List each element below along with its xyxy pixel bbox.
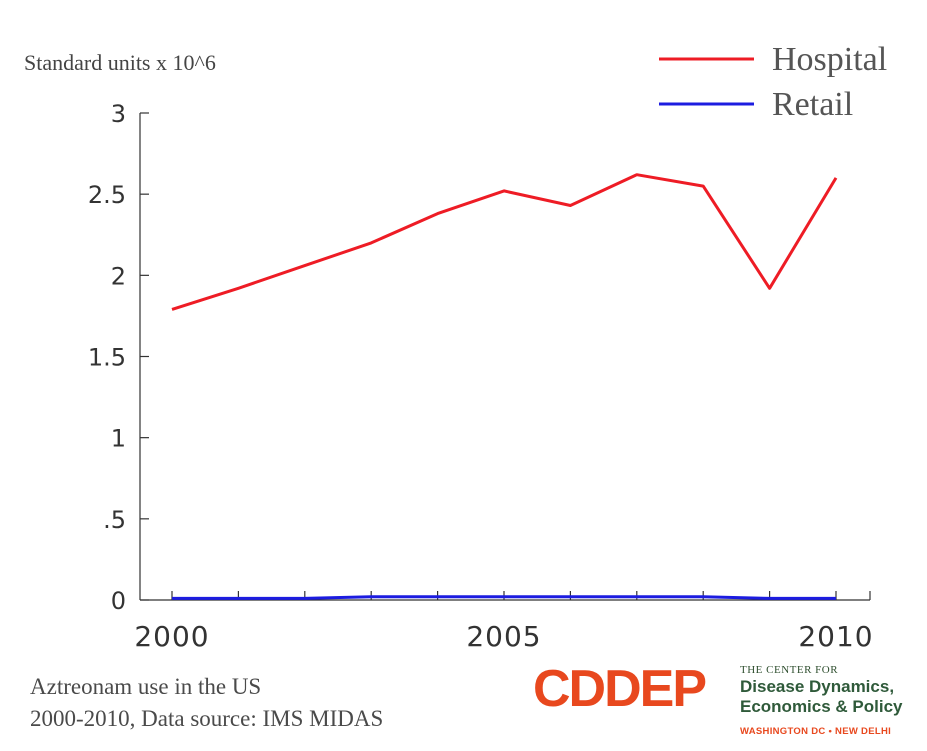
logo-mark: CDDEP (533, 660, 707, 718)
series-lines (171, 173, 838, 600)
logo-line-1: Disease Dynamics, (740, 677, 895, 696)
cddep-logo: CDDEP THE CENTER FOR Disease Dynamics, E… (533, 660, 923, 745)
logo-line-2: Economics & Policy (740, 697, 903, 716)
x-tick-label: 2000 (134, 620, 209, 653)
caption-source: 2000-2010, Data source: IMS MIDAS (30, 706, 384, 731)
legend-label-retail: Retail (772, 86, 853, 123)
caption-title: Aztreonam use in the US (30, 674, 262, 699)
y-tick-label: 2 (111, 262, 126, 290)
y-tick-label: .5 (103, 506, 126, 534)
y-tick-label: 1 (111, 425, 126, 453)
y-tick-label: 2.5 (88, 181, 126, 209)
legend: Hospital Retail (659, 41, 887, 123)
logo-tagline-small: THE CENTER FOR (740, 664, 839, 676)
logo-location: WASHINGTON DC • NEW DELHI (740, 726, 892, 737)
series-line-retail (172, 595, 836, 600)
y-tick-label: 1.5 (88, 344, 126, 372)
series-line-hospital (171, 173, 838, 311)
y-tick-label: 0 (111, 587, 126, 615)
x-tick-label: 2005 (466, 620, 541, 653)
legend-label-hospital: Hospital (772, 41, 887, 78)
x-tick-label: 2010 (798, 620, 873, 653)
y-axis-label: Standard units x 10^6 (24, 50, 216, 75)
y-tick-label: 3 (111, 100, 126, 128)
axes: 0 .5 1 1.5 2 2.5 3 2000 2005 2010 (88, 100, 873, 653)
